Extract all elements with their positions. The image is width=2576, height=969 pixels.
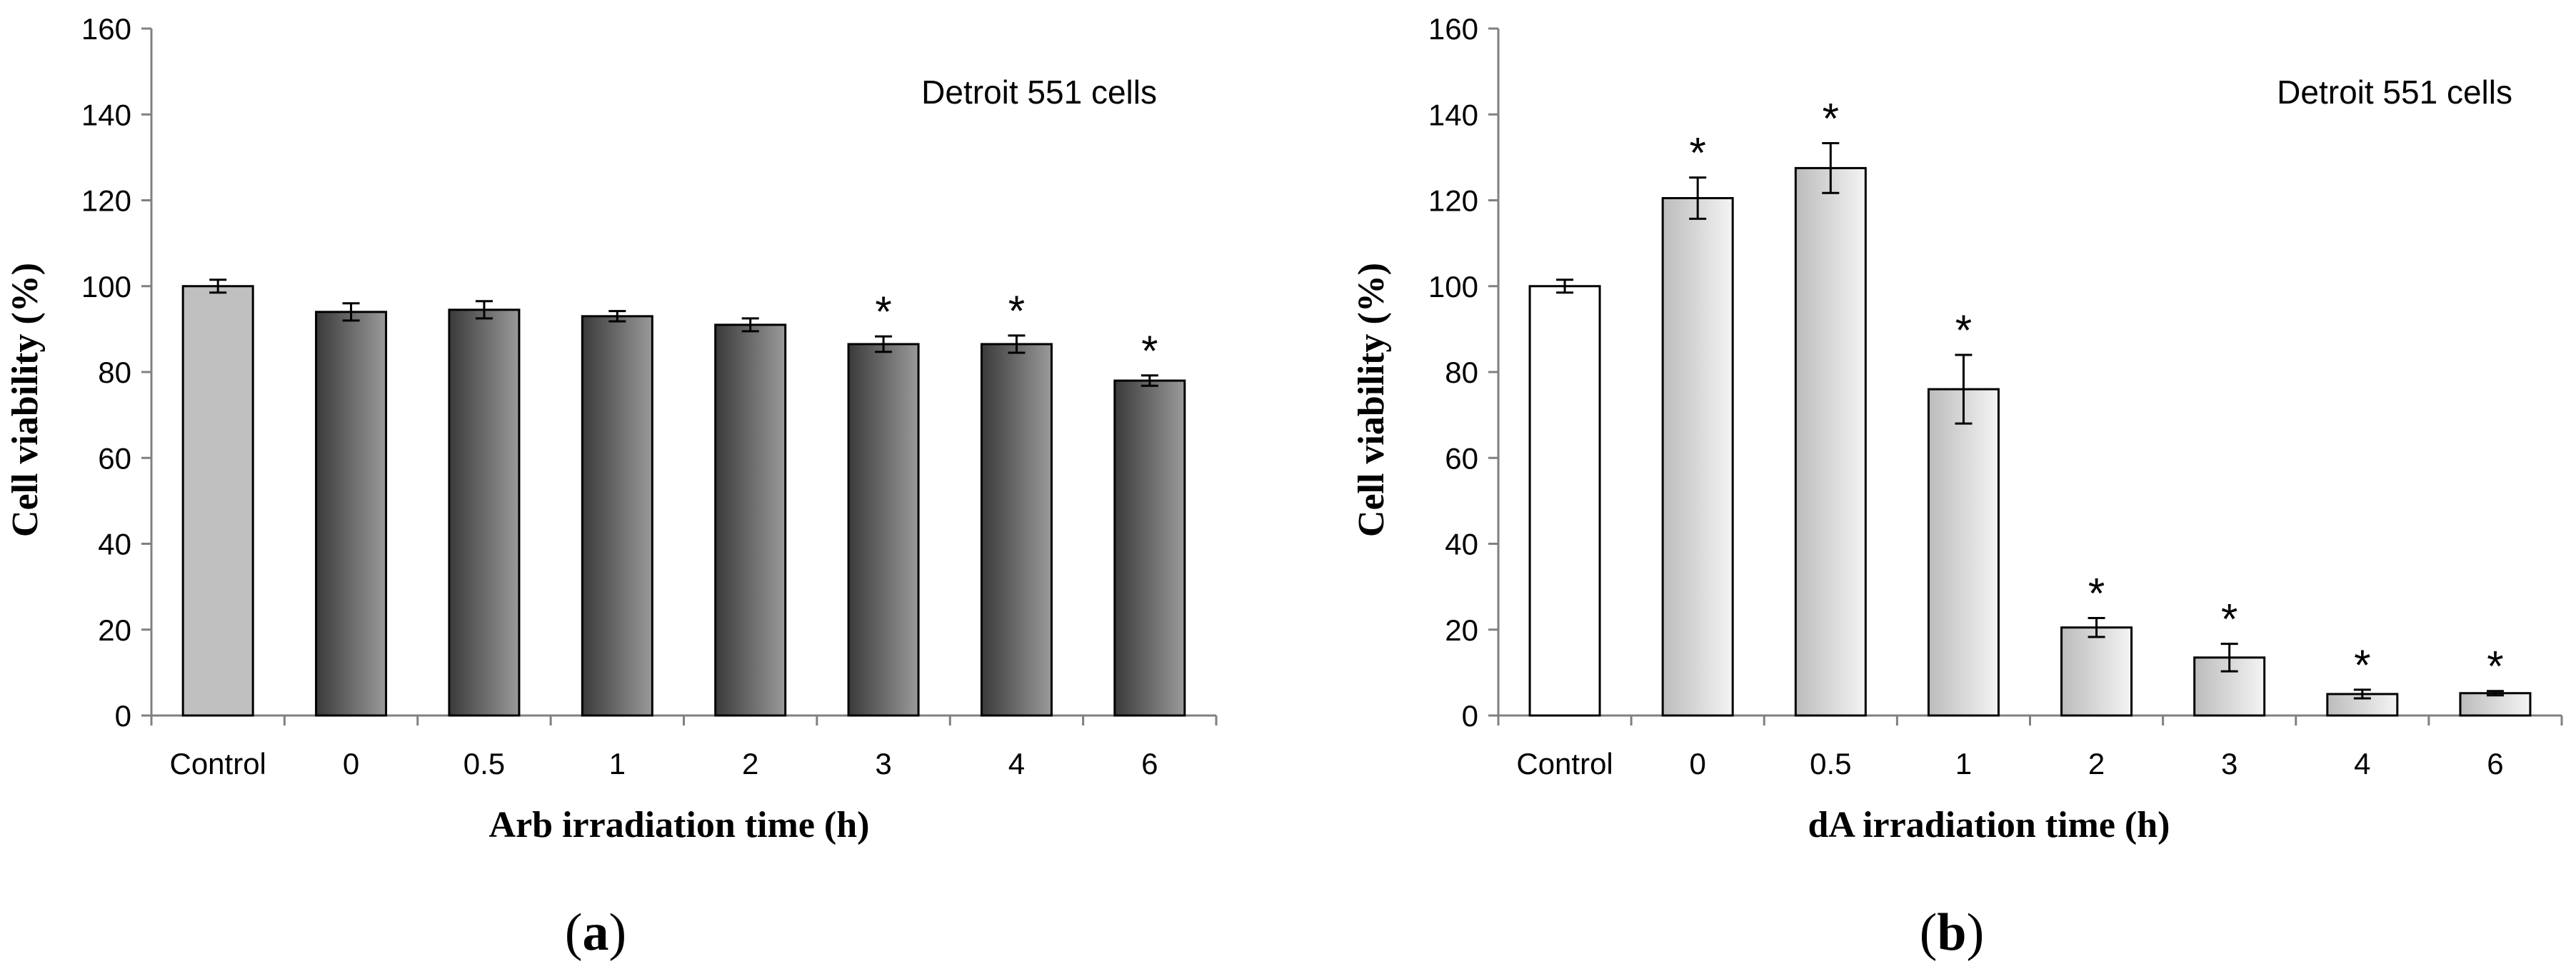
panel-a-x-tick-label: 0.5: [463, 747, 505, 780]
panel-a-x-tick-label: 1: [609, 747, 626, 780]
panel-b-plot-area: 0 20 40 60 80 100 120 140 160 Control * 0 * 0.5 * 1 * 2 * 3…: [1428, 12, 2563, 780]
panel-b-bar: [1794, 166, 1867, 717]
panel-a-y-axis-title: Cell viability (%): [5, 263, 46, 537]
panel-a-y-tick-label: 80: [98, 356, 131, 389]
panel-a-bar: [980, 343, 1053, 717]
panel-a-bar: [581, 315, 653, 717]
panel-a-significance-star: *: [1141, 327, 1158, 375]
panel-a-y-tick-label: 120: [81, 184, 131, 218]
panel-a-bar: [448, 308, 521, 717]
panel-a-x-axis-title: Arb irradiation time (h): [489, 805, 870, 845]
panel-a-y-tick-label: 60: [98, 441, 131, 475]
panel-a-bar: [714, 323, 787, 717]
panel-a-plot-area: 0 20 40 60 80 100 120 140 160 Control 0 0.5 1 2 * 3 * 4 * 6: [81, 12, 1218, 780]
panel-b-y-tick-label: 20: [1445, 613, 1478, 647]
panel-b-chart: 0 20 40 60 80 100 120 140 160 Control * 0 * 0.5 * 1 * 2 * 3…: [1351, 12, 2563, 962]
panel-b-bar: [2060, 626, 2133, 717]
panel-b-x-axis-title: dA irradiation time (h): [1808, 805, 2170, 845]
panel-b-y-tick-label: 0: [1462, 699, 1478, 733]
panel-a-x-tick-label: 3: [875, 747, 891, 780]
panel-b-y-tick-label: 120: [1428, 184, 1478, 218]
panel-a-bar: [315, 311, 388, 717]
panel-a-x-tick-label: Control: [169, 747, 266, 780]
panel-b-y-tick-label: 60: [1445, 441, 1478, 475]
panel-b-bar: [1528, 285, 1601, 717]
panel-a-letter: a: [583, 903, 609, 962]
panel-a-bar: [181, 285, 254, 717]
panel-a-y-tick-label: 40: [98, 528, 131, 561]
panel-b-y-axis-title: Cell viability (%): [1351, 263, 1392, 537]
panel-b-y-tick-label: 80: [1445, 356, 1478, 389]
panel-b-x-tick-label: 3: [2221, 747, 2237, 780]
panel-b-x-tick-label: Control: [1516, 747, 1613, 780]
panel-b-x-tick-label: 6: [2487, 747, 2503, 780]
panel-b-bar: [1927, 388, 2000, 717]
panel-b-label: (b): [1920, 903, 1984, 962]
panel-a-y-tick-label: 160: [81, 12, 131, 46]
panel-a-significance-star: *: [1008, 287, 1025, 335]
panel-b-y-tick-label: 160: [1428, 12, 1478, 46]
panel-b-significance-star: *: [1690, 129, 1706, 177]
panel-a-bar: [1113, 379, 1186, 717]
panel-a-y-tick-label: 100: [81, 270, 131, 303]
panel-a-y-tick-label: 0: [115, 699, 131, 733]
panel-b-significance-star: *: [2221, 596, 2237, 643]
panel-b-significance-star: *: [1823, 95, 1839, 143]
panel-b-letter: b: [1937, 903, 1966, 962]
panel-a-label: (a): [565, 903, 626, 962]
panel-a-bar: [847, 343, 920, 717]
panel-a-x-tick-label: 0: [343, 747, 359, 780]
panel-b-y-tick-label: 100: [1428, 270, 1478, 303]
panel-b-y-tick-label: 140: [1428, 98, 1478, 131]
panel-b-significance-star: *: [2487, 643, 2503, 691]
panel-b-x-tick-label: 0.5: [1810, 747, 1851, 780]
panel-b-significance-star: *: [2088, 570, 2105, 618]
panel-b-bar: [1661, 196, 1734, 717]
panel-a-significance-star: *: [875, 288, 891, 336]
panel-a-x-tick-label: 2: [742, 747, 758, 780]
panel-b-significance-star: *: [1955, 306, 1972, 354]
panel-a-y-tick-label: 20: [98, 613, 131, 647]
panel-a-annotation: Detroit 551 cells: [921, 74, 1157, 111]
panel-b-x-tick-label: 2: [2088, 747, 2105, 780]
panel-b-x-tick-label: 0: [1690, 747, 1706, 780]
panel-a-y-tick-label: 140: [81, 98, 131, 131]
panel-b-x-tick-label: 1: [1955, 747, 1972, 780]
panel-a-x-tick-label: 6: [1141, 747, 1158, 780]
panel-a-x-tick-label: 4: [1008, 747, 1025, 780]
panel-b-annotation: Detroit 551 cells: [2277, 74, 2512, 111]
panel-b-significance-star: *: [2354, 641, 2370, 689]
panel-b-bar: [2459, 692, 2532, 717]
panel-a-chart: 0 20 40 60 80 100 120 140 160 Control 0 0.5 1 2 * 3 * 4 * 6…: [5, 12, 1218, 962]
panel-b-y-tick-label: 40: [1445, 528, 1478, 561]
panel-b-x-tick-label: 4: [2354, 747, 2370, 780]
